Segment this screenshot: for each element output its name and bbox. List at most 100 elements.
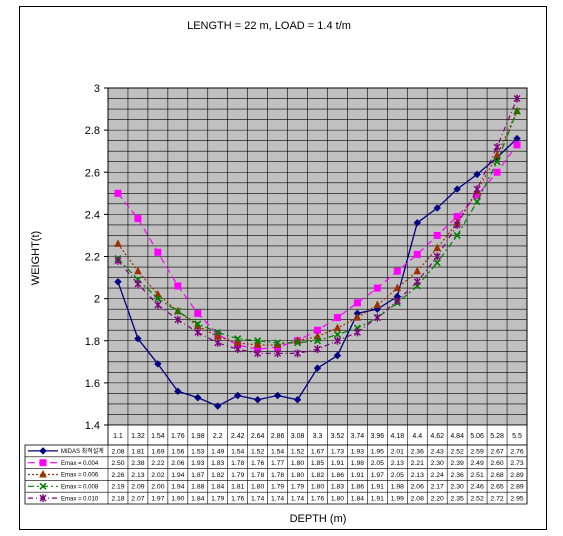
- table-cell: 1.93: [191, 460, 204, 467]
- data-point: [473, 170, 481, 179]
- y-tick-label: 2.2: [85, 252, 100, 264]
- table-cell: 2.30: [451, 484, 464, 491]
- data-point: [39, 482, 47, 490]
- data-point: [174, 282, 182, 290]
- x-category-label: 3.96: [371, 433, 385, 440]
- y-tick-label: 1.8: [85, 336, 100, 348]
- legend-key-2: [28, 459, 58, 467]
- table-cell: 1.74: [251, 496, 264, 503]
- data-point: [493, 168, 501, 176]
- y-tick-label: 1.6: [85, 378, 100, 390]
- table-cell: 1.56: [171, 448, 184, 455]
- table-cell: 2.26: [111, 472, 124, 479]
- table-cell: 2.13: [131, 472, 144, 479]
- data-point: [214, 338, 222, 347]
- table-cell: 1.77: [271, 460, 284, 467]
- data-point: [114, 239, 122, 247]
- y-tick-label: 2.6: [85, 167, 100, 179]
- data-table: 1.1 1.32 1.54 1.76 1.98 2.2 2.42 2.64 2.86 3.08 3.…: [24, 424, 528, 505]
- data-point: [413, 250, 421, 258]
- data-point: [174, 387, 182, 396]
- data-point: [433, 243, 442, 252]
- data-point: [473, 185, 481, 194]
- table-cell: 1.79: [291, 484, 304, 491]
- table-cell: 1.81: [231, 484, 244, 491]
- data-point: [39, 459, 47, 467]
- data-point: [134, 279, 142, 288]
- legend-key-1: [28, 447, 58, 455]
- table-cell: 1.80: [251, 484, 264, 491]
- data-point: [194, 393, 202, 402]
- data-point: [234, 335, 242, 343]
- table-cell: 2.09: [131, 484, 144, 491]
- data-point: [393, 296, 401, 305]
- data-point: [493, 142, 501, 151]
- table-cell: 2.17: [431, 484, 444, 491]
- data-point: [254, 337, 262, 345]
- table-cell: 2.59: [471, 448, 484, 455]
- table-cell: 2.67: [490, 448, 503, 455]
- x-category-label: 1.54: [151, 433, 165, 440]
- table-body: [24, 444, 528, 505]
- x-category-label: 5.5: [512, 433, 522, 440]
- table-cell: 2.08: [411, 496, 424, 503]
- table-cell: 1.84: [191, 496, 204, 503]
- table-cell: 1.90: [171, 496, 184, 503]
- y-tick-label: 2.4: [85, 209, 100, 221]
- data-point: [253, 396, 262, 404]
- table-cell: 1.67: [311, 448, 324, 455]
- data-point: [174, 315, 182, 324]
- data-point: [393, 267, 401, 275]
- table-cell: 1.91: [371, 484, 384, 491]
- table-cell: 1.91: [331, 460, 344, 467]
- table-cell: 2.24: [431, 472, 444, 479]
- y-tick-label: 2.8: [85, 125, 100, 137]
- chart-title: LENGTH = 22 m, LOAD = 1.4 t/m: [187, 20, 351, 32]
- data-point: [333, 336, 341, 345]
- table-cell: 2.51: [471, 472, 484, 479]
- data-point: [314, 345, 321, 354]
- table-cell: 1.84: [211, 484, 224, 491]
- series-1: [114, 134, 521, 410]
- table-cell: 2.05: [391, 472, 404, 479]
- data-point: [154, 289, 162, 298]
- data-point: [513, 141, 521, 149]
- data-point: [373, 313, 381, 322]
- legend-key-4: [28, 482, 58, 490]
- table-cell: 2.65: [490, 484, 503, 491]
- table-cell: 2.36: [411, 448, 424, 455]
- table-cell: 1.52: [251, 448, 264, 455]
- table-cell: 2.76: [510, 448, 523, 455]
- table-cell: 2.36: [451, 472, 464, 479]
- table-cell: 2.52: [471, 496, 484, 503]
- data-point: [134, 334, 142, 343]
- x-category-label: 1.98: [191, 433, 205, 440]
- table-cell: 1.80: [291, 460, 304, 467]
- table-cell: 2.05: [371, 460, 384, 467]
- table-cell: 1.82: [311, 472, 324, 479]
- table-cell: 2.73: [510, 460, 523, 467]
- data-point: [114, 278, 122, 286]
- data-point: [413, 266, 422, 275]
- table-cell: 1.97: [151, 496, 164, 503]
- legend-key-3: [28, 469, 58, 478]
- table-cell: 1.49: [211, 448, 224, 455]
- x-category-label: 3.52: [331, 433, 345, 440]
- table-cell: 2.18: [111, 496, 124, 503]
- data-point: [333, 330, 342, 338]
- data-point: [294, 349, 302, 358]
- data-point: [154, 295, 162, 303]
- table-cell: 2.60: [490, 460, 503, 467]
- table-cell: 2.19: [111, 484, 124, 491]
- data-point: [393, 283, 402, 292]
- data-point: [453, 231, 461, 240]
- x-category-label: 1.1: [113, 433, 123, 440]
- table-cell: 1.76: [231, 496, 244, 503]
- table-cell: 2.01: [391, 448, 404, 455]
- data-point: [254, 349, 262, 358]
- table-cell: 1.80: [291, 472, 304, 479]
- data-point: [39, 447, 47, 455]
- y-tick-label: 1.4: [85, 420, 100, 432]
- data-point: [293, 396, 302, 404]
- legend-label: Emax = 0.004: [61, 461, 99, 467]
